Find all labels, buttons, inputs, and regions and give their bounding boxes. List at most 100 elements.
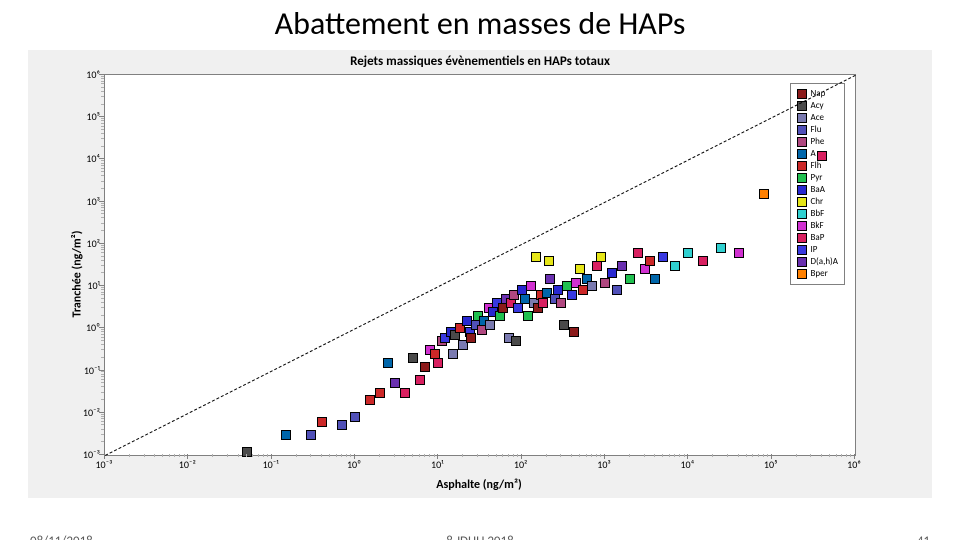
legend-swatch: [797, 245, 807, 255]
data-point: [242, 447, 252, 457]
scatter-plot: NapAcyAceFluPheAFlhPyrBaAChrBbFBkFBaPIPD…: [104, 74, 856, 456]
legend-item: BbF: [797, 208, 839, 220]
data-point: [683, 248, 693, 258]
legend-label: Acy: [811, 100, 824, 112]
data-point: [511, 336, 521, 346]
legend-label: Bper: [811, 268, 828, 280]
data-point: [538, 298, 548, 308]
legend-item: BaP: [797, 232, 839, 244]
legend-swatch: [797, 161, 807, 171]
legend-item: BkF: [797, 220, 839, 232]
data-point: [569, 327, 579, 337]
legend-swatch: [797, 113, 807, 123]
data-point: [658, 252, 668, 262]
y-tick: 10⁻²: [60, 406, 100, 419]
legend-label: Ace: [811, 112, 825, 124]
page-title: Abattement en masses de HAPs: [0, 4, 960, 43]
data-point: [466, 333, 476, 343]
legend-label: IP: [811, 244, 818, 256]
x-tick: 10⁶: [847, 458, 861, 471]
data-point: [420, 362, 430, 372]
data-point: [650, 274, 660, 284]
data-point: [317, 417, 327, 427]
data-point: [531, 252, 541, 262]
legend-label: A: [811, 148, 816, 160]
data-point: [337, 420, 347, 430]
data-point: [607, 268, 617, 278]
data-point: [390, 378, 400, 388]
data-point: [556, 298, 566, 308]
y-tick: 10⁻³: [60, 448, 100, 461]
data-point: [485, 320, 495, 330]
legend-label: Flh: [811, 160, 822, 172]
x-tick: 10⁵: [764, 458, 777, 471]
legend-swatch: [797, 221, 807, 231]
legend-swatch: [797, 209, 807, 219]
data-point: [383, 358, 393, 368]
y-tick: 10²: [60, 237, 100, 250]
x-tick: 10³: [597, 458, 610, 471]
footer-center: 8 JDHU 2018: [446, 534, 513, 540]
data-point: [375, 388, 385, 398]
data-point: [448, 349, 458, 359]
data-point: [567, 290, 577, 300]
legend-item: Chr: [797, 196, 839, 208]
data-point: [408, 353, 418, 363]
data-point: [559, 320, 569, 330]
data-point: [645, 256, 655, 266]
data-point: [513, 303, 523, 313]
legend-item: Pyr: [797, 172, 839, 184]
legend-item: IP: [797, 244, 839, 256]
legend-label: Pyr: [811, 172, 823, 184]
chart-title: Rejets massiques évènementiels en HAPs t…: [28, 54, 932, 69]
legend-swatch: [797, 137, 807, 147]
legend-item: Flu: [797, 124, 839, 136]
data-point: [306, 430, 316, 440]
data-point: [734, 248, 744, 258]
legend-label: BaA: [811, 184, 825, 196]
data-point: [698, 256, 708, 266]
y-tick: 10³: [60, 195, 100, 208]
legend-item: Flh: [797, 160, 839, 172]
x-tick: 10⁻²: [179, 458, 196, 471]
legend-label: D(a,h)A: [811, 256, 839, 268]
data-point: [545, 274, 555, 284]
legend-swatch: [797, 173, 807, 183]
data-point: [617, 261, 627, 271]
legend-label: Chr: [811, 196, 824, 208]
legend-label: BkF: [811, 220, 824, 232]
data-point: [596, 252, 606, 262]
x-tick: 10⁻¹: [263, 458, 279, 471]
legend-swatch: [797, 149, 807, 159]
legend-label: Phe: [811, 136, 825, 148]
data-point: [625, 274, 635, 284]
x-tick: 10²: [514, 458, 528, 471]
x-tick: 10⁰: [347, 458, 361, 471]
y-tick: 10⁴: [60, 152, 100, 165]
footer-date: 08/11/2018: [30, 534, 93, 540]
data-point: [612, 285, 622, 295]
data-point: [350, 412, 360, 422]
data-point: [670, 261, 680, 271]
data-point: [759, 189, 769, 199]
y-tick: 10⁰: [60, 321, 100, 334]
data-point: [433, 358, 443, 368]
y-tick: 10⁶: [60, 68, 100, 81]
x-tick: 10¹: [431, 458, 444, 471]
y-tick: 10⁻¹: [60, 364, 100, 377]
legend-swatch: [797, 197, 807, 207]
legend: NapAcyAceFluPheAFlhPyrBaAChrBbFBkFBaPIPD…: [790, 83, 846, 285]
data-point: [415, 375, 425, 385]
chart-container: Rejets massiques évènementiels en HAPs t…: [28, 50, 932, 498]
data-point: [281, 430, 291, 440]
legend-item: Phe: [797, 136, 839, 148]
legend-item: Bper: [797, 268, 839, 280]
legend-label: BbF: [811, 208, 825, 220]
legend-label: Flu: [811, 124, 822, 136]
legend-swatch: [797, 89, 807, 99]
data-point: [526, 281, 536, 291]
legend-swatch: [797, 269, 807, 279]
legend-label: BaP: [811, 232, 825, 244]
data-point: [592, 261, 602, 271]
y-tick: 10⁵: [60, 110, 100, 123]
